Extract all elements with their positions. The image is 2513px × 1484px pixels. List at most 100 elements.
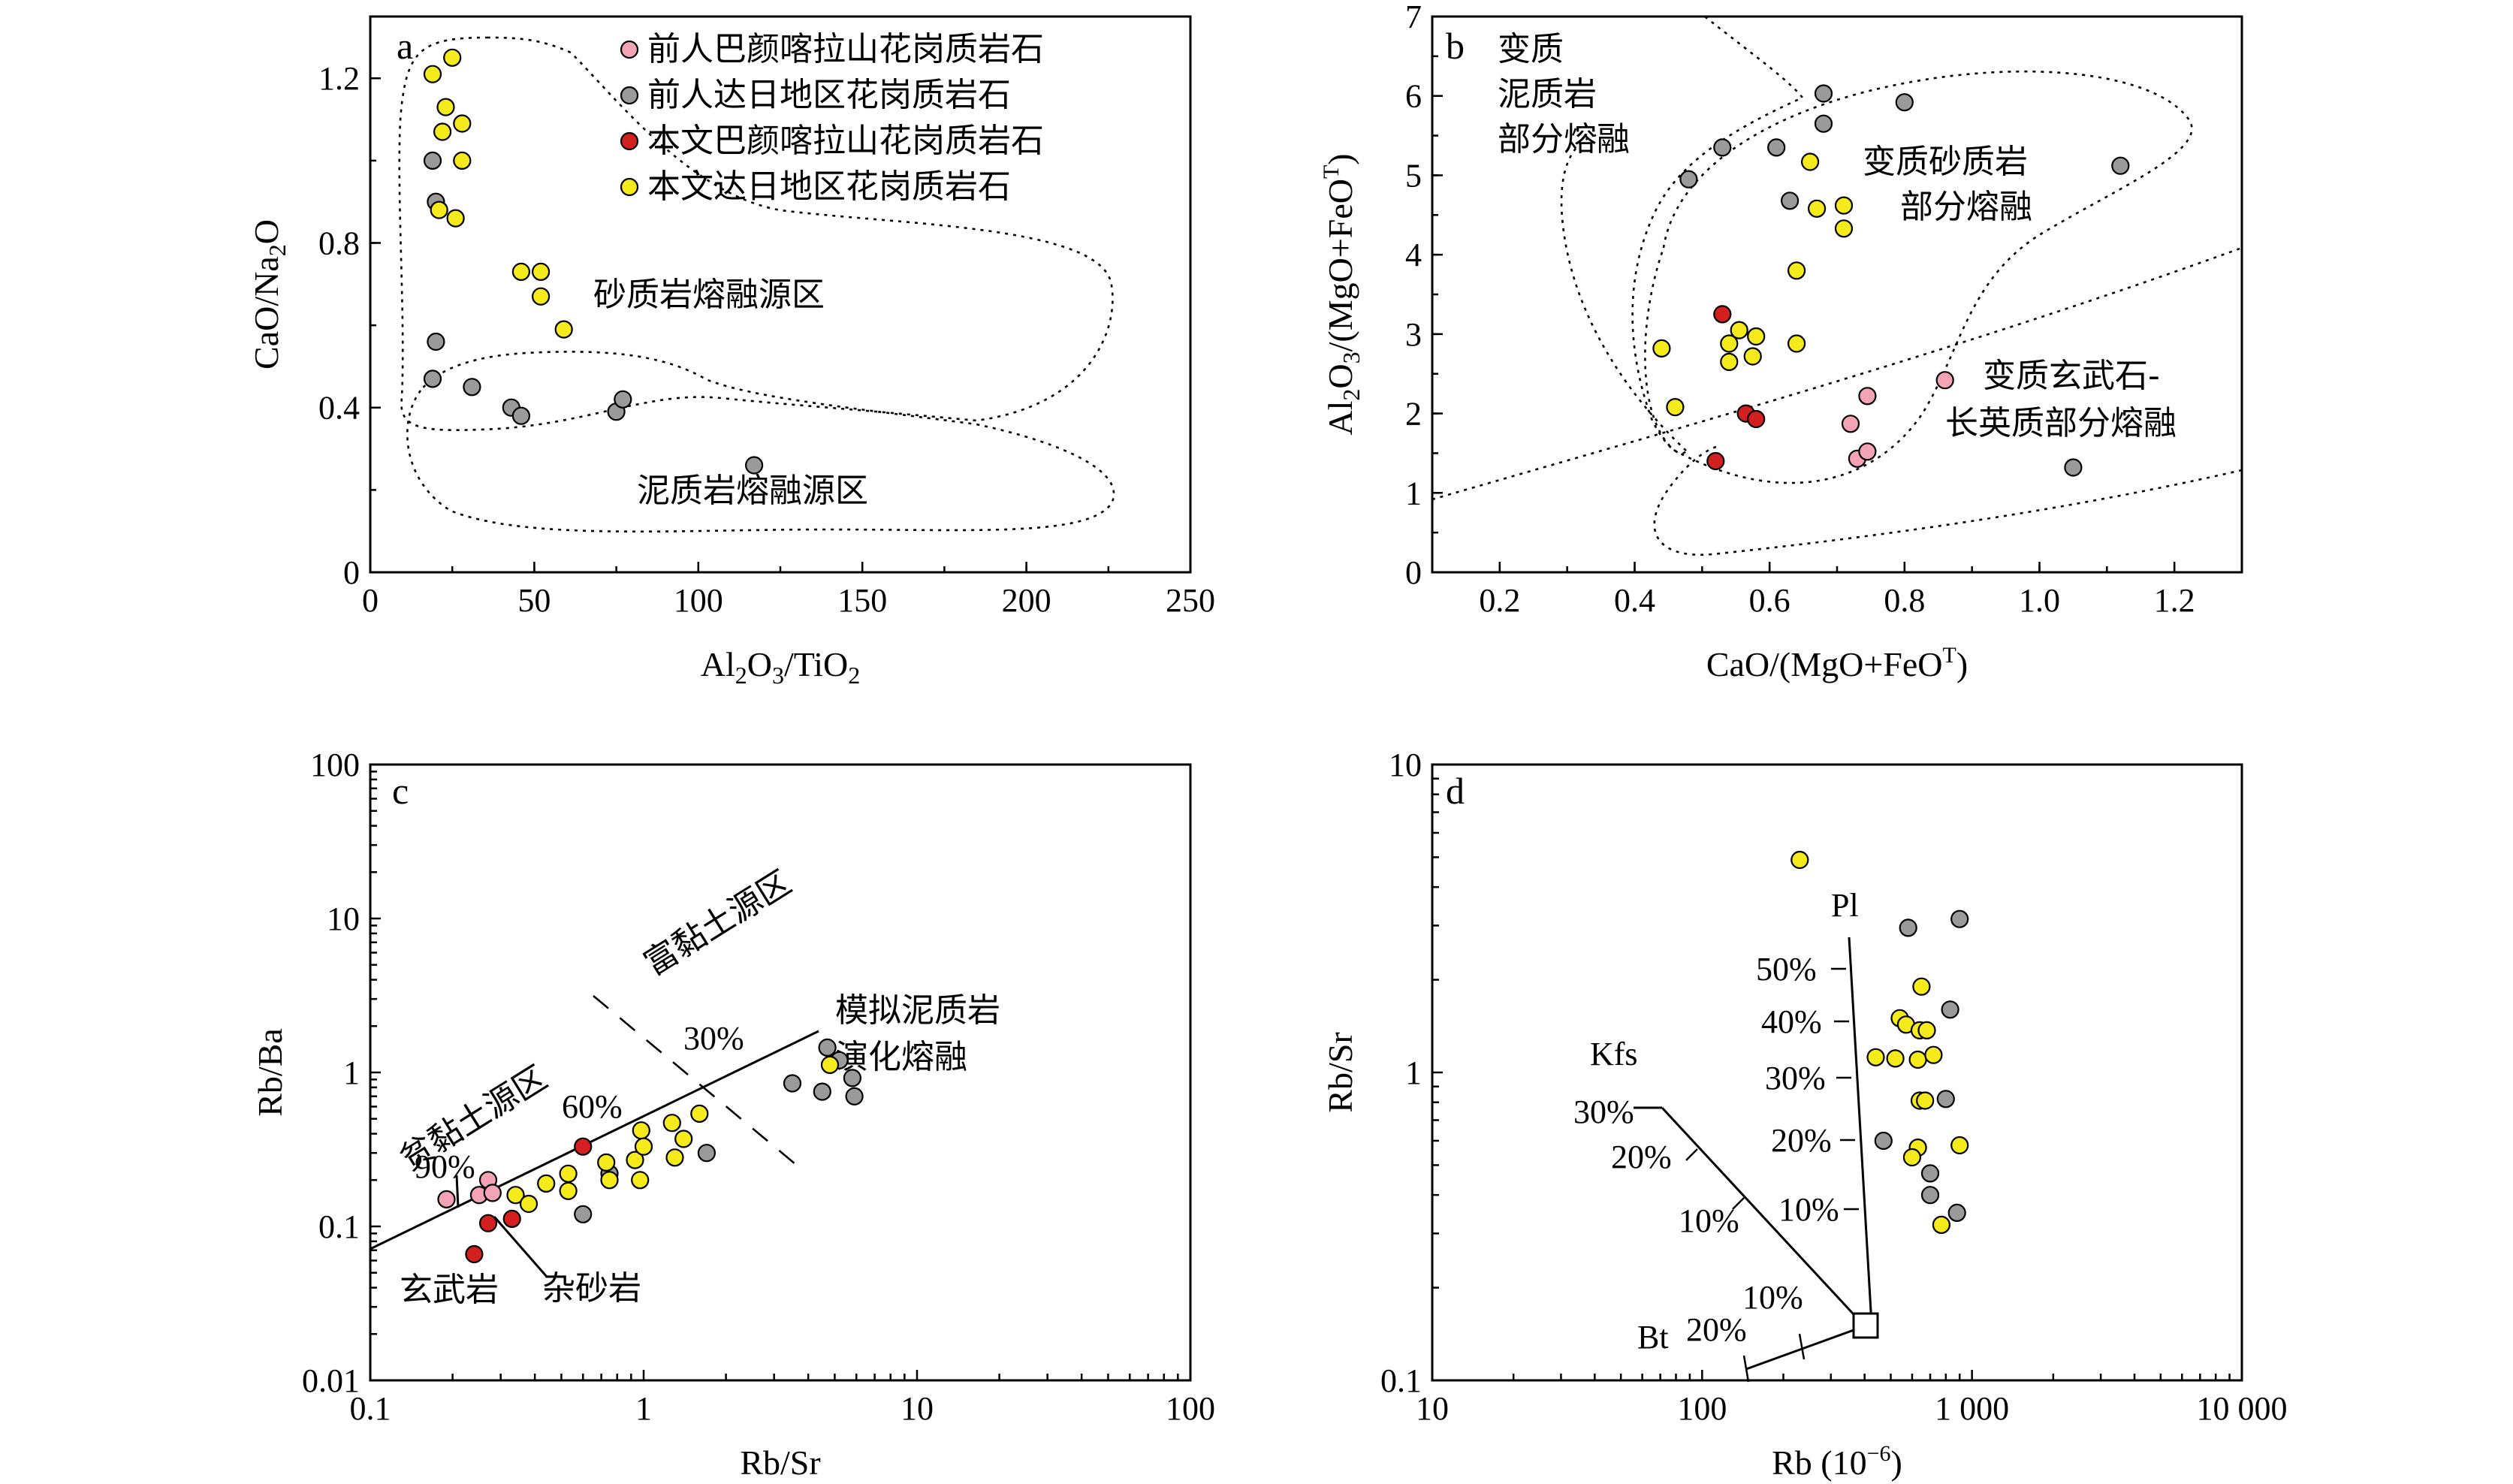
data-point — [1932, 1215, 1950, 1235]
legend-label: 前人达日地区花岗质岩石 — [647, 76, 1011, 114]
bt-tick-20 — [1742, 1355, 1750, 1383]
sandstone-source-label: 砂质岩熔融源区 — [593, 276, 825, 314]
data-point — [1936, 1090, 1955, 1108]
data-point — [453, 151, 472, 170]
data-point — [423, 151, 442, 170]
data-point — [511, 262, 531, 281]
kfs-pct-10: 10% — [1679, 1202, 1739, 1239]
y-tick-label: 3 — [1405, 316, 1422, 353]
x-tick-label: 100 — [1677, 1390, 1727, 1427]
data-point — [631, 1171, 650, 1190]
y-axis-title-b: Al2O3/(MgO+FeOT) — [1319, 153, 1365, 435]
data-point — [537, 1174, 556, 1193]
x-tick-label: 50 — [517, 582, 551, 619]
data-point — [1899, 918, 1917, 937]
x-tick-label: 0.4 — [1614, 582, 1655, 619]
data-point — [437, 1190, 456, 1209]
plot-frame-a — [369, 15, 1192, 574]
y-axis-title-c: Rb/Ba — [251, 1028, 289, 1117]
y-tick-label: 0 — [1405, 554, 1422, 591]
metabasalt-label-1: 变质玄武石- — [1983, 357, 2160, 395]
data-point — [1706, 451, 1725, 471]
data-point — [1858, 387, 1877, 406]
data-point — [1912, 977, 1931, 996]
kfs-pct-30: 30% — [1573, 1093, 1634, 1130]
kfs-vector — [1661, 1106, 1864, 1326]
y-tick-label: 6 — [1405, 78, 1422, 115]
data-point — [1814, 84, 1833, 103]
x-tick-label: 0.2 — [1479, 582, 1520, 619]
data-point — [1920, 1186, 1940, 1205]
x-tick-label: 100 — [674, 582, 723, 619]
data-point — [697, 1144, 716, 1163]
data-point — [1787, 261, 1806, 280]
x-tick-label: 10 000 — [2197, 1390, 2288, 1427]
data-point — [1666, 397, 1685, 417]
y-tick-label: 4 — [1405, 237, 1422, 273]
data-point — [1787, 334, 1806, 353]
data-point — [531, 262, 551, 281]
greywacke-label: 杂砂岩 — [542, 1269, 641, 1308]
metabasalt-field-lower — [1653, 445, 2243, 556]
data-point — [1886, 1049, 1905, 1068]
metagreywacke-label-2: 部分熔融 — [1900, 188, 2032, 226]
y-tick-label: 5 — [1405, 157, 1422, 194]
data-point — [674, 1130, 693, 1148]
legend: 前人巴颜喀拉山花岗质岩石 前人达日地区花岗质岩石 本文巴颜喀拉山花岗质岩石 本文… — [620, 30, 1044, 206]
pl-pct-50: 50% — [1756, 951, 1817, 988]
data-point — [511, 406, 531, 425]
pct-30: 30% — [683, 1020, 744, 1057]
y-axis-title-d: Rb/Sr — [1321, 1032, 1359, 1112]
data-point — [1747, 409, 1766, 429]
panel-a: 砂质岩熔融源区 泥质岩熔融源区 0 50 100 150 200 250 0 0.4 0.8 1.… — [247, 15, 1215, 689]
data-point — [1720, 334, 1739, 353]
pl-vector — [1848, 937, 1873, 1325]
data-point — [502, 1209, 521, 1229]
data-point — [519, 1194, 538, 1214]
pl-pct-10: 10% — [1778, 1191, 1839, 1228]
data-point — [1916, 1091, 1935, 1110]
data-point — [559, 1164, 578, 1183]
legend-marker — [620, 86, 639, 105]
data-point — [1743, 347, 1762, 366]
data-point — [531, 287, 551, 306]
greywacke-pointer — [493, 1216, 548, 1277]
mudstone-source-label: 泥质岩熔融源区 — [637, 472, 868, 510]
data-point — [1814, 114, 1833, 133]
data-point — [1866, 1048, 1885, 1066]
data-point — [632, 1121, 650, 1140]
x-tick-label: 1 000 — [1935, 1390, 2009, 1427]
x-tick-label: 150 — [837, 582, 887, 619]
y-tick-label: 10 — [327, 900, 360, 937]
data-point — [662, 1114, 681, 1133]
data-point — [1720, 352, 1739, 371]
x-tick-label: 0.8 — [1884, 582, 1925, 619]
bt-pct-10: 10% — [1742, 1279, 1803, 1316]
data-point — [634, 1137, 653, 1156]
data-point — [1895, 93, 1914, 112]
x-tick-label: 1 — [635, 1390, 652, 1427]
data-point — [427, 332, 445, 351]
metagreywacke-label-1: 变质砂质岩 — [1863, 143, 2028, 181]
pl-label: Pl — [1831, 887, 1859, 924]
data-point — [1950, 1136, 1969, 1155]
data-point — [1713, 138, 1732, 157]
legend-marker — [620, 40, 639, 59]
data-point — [1874, 1131, 1893, 1151]
kfs-tick-10 — [1732, 1197, 1745, 1210]
y-tick-label: 1 — [343, 1054, 360, 1091]
x-tick-label: 1.2 — [2154, 582, 2195, 619]
sandstone-source-field — [398, 36, 1114, 432]
data-point — [436, 98, 455, 116]
x-axis-title-b: CaO/(MgO+FeOT) — [1706, 643, 1968, 683]
panel-d: Pl Kfs Bt 50% 40% 30% 20% 10% 30% 20% 10… — [1321, 747, 2288, 1482]
data-point — [1679, 170, 1698, 189]
data-point — [1713, 305, 1732, 324]
data-point — [446, 209, 465, 228]
plot-frame-c — [369, 763, 1192, 1382]
pct-60: 60% — [562, 1088, 623, 1125]
y-tick-label: 10 — [1389, 747, 1422, 783]
pelite-melt-label-1: 模拟泥质岩 — [835, 991, 1000, 1030]
x-axis-title-a: Al2O3/TiO2 — [701, 645, 861, 689]
